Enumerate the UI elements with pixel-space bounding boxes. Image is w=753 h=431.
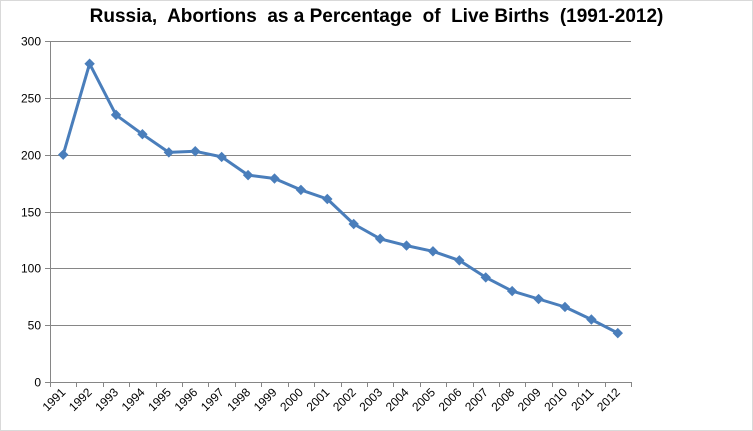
data-point-1992 <box>84 58 95 69</box>
y-tick-label-50: 50 <box>28 319 42 333</box>
x-tick-label-2010: 2010 <box>541 385 570 414</box>
x-tick-label-1997: 1997 <box>198 385 227 414</box>
x-tick-label-1999: 1999 <box>251 385 280 414</box>
x-tick-label-2001: 2001 <box>304 385 333 414</box>
y-tick-label-250: 250 <box>21 92 41 106</box>
x-tick-label-2012: 2012 <box>594 385 623 414</box>
x-tick-label-2009: 2009 <box>515 385 544 414</box>
data-point-2010 <box>559 301 571 313</box>
y-tick-label-0: 0 <box>34 376 41 390</box>
x-tick-labels: 1991199219931994199519961997199819992000… <box>40 385 624 414</box>
x-tick-label-2008: 2008 <box>488 385 517 414</box>
y-tick-label-300: 300 <box>21 35 41 49</box>
y-tick-label-100: 100 <box>21 262 41 276</box>
x-tick-label-1996: 1996 <box>172 385 201 414</box>
y-tick-label-150: 150 <box>21 206 41 220</box>
data-point-1998 <box>242 169 254 181</box>
gridlines <box>50 41 631 326</box>
data-point-2011 <box>586 314 597 325</box>
series <box>57 58 624 339</box>
data-point-2003 <box>374 233 386 244</box>
x-tick-label-2003: 2003 <box>356 385 385 414</box>
x-tick-label-1993: 1993 <box>92 385 121 414</box>
axes <box>45 41 632 387</box>
x-tick-label-2000: 2000 <box>277 385 306 414</box>
x-tick-label-1998: 1998 <box>224 385 253 414</box>
x-tick-label-1995: 1995 <box>145 385 174 414</box>
data-point-1997 <box>216 151 227 163</box>
data-point-2008 <box>506 285 518 297</box>
x-tick-label-1994: 1994 <box>119 385 148 414</box>
data-point-1996 <box>190 146 201 157</box>
x-tick-label-1991: 1991 <box>40 385 69 414</box>
data-point-2000 <box>295 184 307 196</box>
x-tick-label-2004: 2004 <box>383 385 412 414</box>
series-line <box>61 62 620 335</box>
x-tick-label-2005: 2005 <box>409 385 438 414</box>
data-point-2005 <box>427 246 439 257</box>
x-tick-label-2002: 2002 <box>330 385 359 414</box>
data-point-2009 <box>533 293 544 305</box>
x-tick-label-2007: 2007 <box>462 385 491 414</box>
data-point-2012 <box>612 327 624 339</box>
data-point-1995 <box>163 147 175 158</box>
data-point-2007 <box>480 272 491 283</box>
data-point-1994 <box>137 128 148 140</box>
chart-title: Russia, Abortions as a Percentage of Liv… <box>89 6 664 27</box>
data-point-2002 <box>348 218 359 230</box>
x-tick-label-1992: 1992 <box>66 385 95 414</box>
y-tick-labels: 0 50 100 150 200 250 300 <box>21 35 41 390</box>
y-tick-label-200: 200 <box>21 149 41 163</box>
data-point-1993 <box>110 109 122 121</box>
data-point-1999 <box>269 173 280 184</box>
data-point-2001 <box>322 193 333 205</box>
data-point-2006 <box>454 255 465 266</box>
x-tick-label-2006: 2006 <box>436 385 465 414</box>
data-point-1991 <box>57 149 69 160</box>
data-point-2004 <box>401 240 412 251</box>
x-tick-label-2011: 2011 <box>568 385 596 413</box>
